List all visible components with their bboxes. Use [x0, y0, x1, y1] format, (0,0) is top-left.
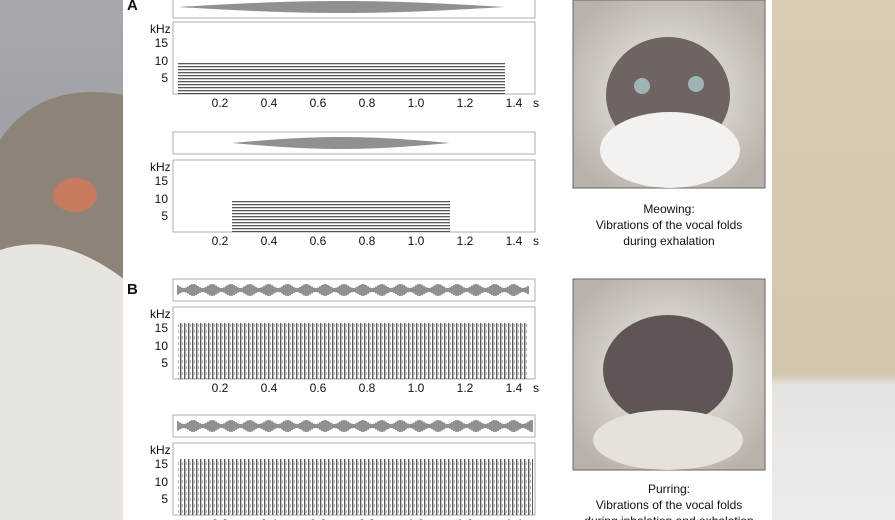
x-unit: s	[533, 517, 539, 520]
y-tick-label: 10	[155, 475, 169, 489]
y-tick-label: 15	[155, 174, 169, 188]
x-tick-label: 1.0	[408, 96, 425, 110]
x-tick-label: 0.4	[261, 517, 278, 520]
x-tick-label: 1.2	[457, 381, 474, 395]
x-tick-label: 1.4	[506, 517, 523, 520]
x-tick-label: 1.0	[408, 234, 425, 248]
x-tick-label: 1.0	[408, 517, 425, 520]
right-photo	[772, 0, 895, 520]
waveform-box	[172, 414, 536, 438]
x-tick-label: 0.8	[359, 234, 376, 248]
y-tick-label: 15	[155, 36, 169, 50]
x-tick-label: 1.4	[506, 381, 523, 395]
waveform	[177, 420, 533, 432]
x-unit: s	[533, 96, 539, 110]
x-unit: s	[533, 381, 539, 395]
y-tick-label: 5	[161, 492, 168, 506]
x-tick-label: 0.6	[310, 234, 327, 248]
y-axis-label: kHz	[150, 160, 171, 174]
photo-purr	[572, 278, 766, 471]
y-tick-label: 15	[155, 457, 169, 471]
y-tick-label: 5	[161, 209, 168, 223]
waveform	[233, 137, 449, 149]
x-tick-label: 1.2	[457, 96, 474, 110]
x-tick-label: 1.4	[506, 234, 523, 248]
panel-label: A	[127, 0, 138, 14]
x-tick-label: 0.6	[310, 96, 327, 110]
spectrogram	[178, 62, 505, 94]
cat-nose	[53, 178, 97, 212]
x-tick-label: 0.4	[261, 381, 278, 395]
caption-title: Purring:	[648, 482, 690, 496]
x-tick-label: 0.2	[212, 517, 229, 520]
y-tick-label: 5	[161, 71, 168, 85]
y-tick-label: 15	[155, 321, 169, 335]
x-tick-label: 0.2	[212, 381, 229, 395]
x-tick-label: 0.8	[359, 517, 376, 520]
x-tick-label: 0.4	[261, 234, 278, 248]
waveform-box	[172, 131, 536, 155]
waveform-box	[172, 0, 536, 19]
caption-line: during exhalation	[623, 234, 714, 248]
y-tick-label: 10	[155, 54, 169, 68]
x-tick-label: 0.8	[359, 381, 376, 395]
caption-title: Meowing:	[643, 202, 694, 216]
spectrogram	[178, 323, 528, 379]
y-axis-label: kHz	[150, 22, 171, 36]
waveform-box	[172, 278, 536, 302]
x-tick-label: 0.4	[261, 96, 278, 110]
x-tick-label: 1.2	[457, 517, 474, 520]
cat-chin	[0, 244, 125, 520]
photo-meow	[572, 0, 766, 189]
x-tick-label: 1.4	[506, 96, 523, 110]
waveform	[177, 284, 529, 296]
panel-label: B	[127, 281, 138, 298]
spectrogram	[178, 459, 533, 515]
x-tick-label: 0.8	[359, 96, 376, 110]
y-tick-label: 5	[161, 356, 168, 370]
x-tick-label: 0.2	[212, 96, 229, 110]
caption-line: Vibrations of the vocal folds	[596, 498, 743, 512]
x-unit: s	[533, 234, 539, 248]
waveform	[179, 1, 505, 13]
y-axis-label: kHz	[150, 443, 171, 457]
x-tick-label: 0.6	[310, 381, 327, 395]
spectrogram	[232, 200, 450, 232]
y-axis-label: kHz	[150, 307, 171, 321]
x-tick-label: 1.0	[408, 381, 425, 395]
x-tick-label: 1.2	[457, 234, 474, 248]
y-tick-label: 10	[155, 192, 169, 206]
caption-line: during inhalation and exhalation	[584, 514, 753, 520]
caption-line: Vibrations of the vocal folds	[596, 218, 743, 232]
x-tick-label: 0.2	[212, 234, 229, 248]
y-tick-label: 10	[155, 339, 169, 353]
x-tick-label: 0.6	[310, 517, 327, 520]
